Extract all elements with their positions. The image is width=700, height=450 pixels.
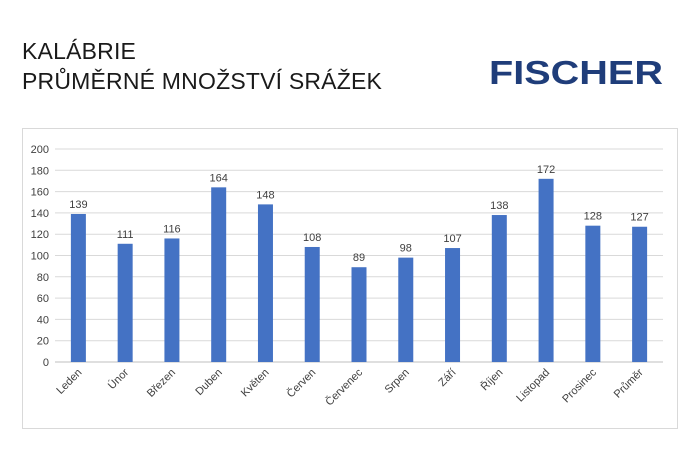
x-tick-label: Průměr — [612, 366, 646, 400]
y-tick-label: 20 — [37, 336, 49, 348]
x-axis-ticks: Leden Únor Březen Duben Květen Červen Červenec… — [54, 366, 646, 409]
x-tick-label: Červenec — [323, 366, 366, 409]
x-tick-label: Květen — [239, 367, 272, 400]
bars — [70, 178, 648, 362]
bar — [211, 187, 227, 362]
data-label: 164 — [210, 172, 228, 184]
data-label: 148 — [256, 189, 274, 201]
bar — [164, 238, 180, 362]
x-tick-label: Únor — [105, 366, 131, 392]
bar — [538, 178, 554, 362]
data-label: 107 — [443, 233, 461, 245]
data-label: 138 — [490, 200, 508, 212]
bar — [491, 215, 507, 362]
y-tick-label: 0 — [43, 357, 49, 369]
data-label: 108 — [303, 232, 321, 244]
data-label: 139 — [69, 199, 87, 211]
title-region: KALÁBRIE — [22, 38, 137, 64]
x-tick-label: Prosinec — [560, 366, 599, 405]
title-subject: PRŮMĚRNÉ MNOŽSTVÍ SRÁŽEK — [22, 68, 383, 94]
x-tick-label: Duben — [193, 367, 224, 398]
x-tick-label: Leden — [54, 367, 84, 397]
bar — [257, 204, 273, 362]
bar — [445, 248, 461, 362]
y-tick-label: 180 — [31, 165, 49, 177]
brand-wordmark: FISCHER — [489, 54, 663, 90]
y-tick-label: 160 — [31, 187, 49, 199]
y-tick-label: 40 — [37, 314, 49, 326]
y-axis-ticks: 0 20 40 60 80 100 120 140 160 180 200 — [31, 144, 49, 369]
x-tick-label: Listopad — [514, 367, 552, 405]
bar — [304, 246, 320, 362]
data-label: 116 — [163, 223, 181, 235]
y-tick-label: 100 — [31, 251, 49, 263]
x-tick-label: Říjen — [478, 366, 505, 393]
y-tick-label: 60 — [37, 293, 49, 305]
bar-chart: 0 20 40 60 80 100 120 140 160 180 200 139 111 116 164… — [31, 144, 663, 409]
chart-area: 0 20 40 60 80 100 120 140 160 180 200 139 111 116 164… — [22, 128, 678, 429]
bar — [351, 267, 367, 362]
y-tick-label: 120 — [31, 229, 49, 241]
chart-title: KALÁBRIE PRŮMĚRNÉ MNOŽSTVÍ SRÁŽEK — [22, 36, 382, 96]
y-tick-label: 200 — [31, 144, 49, 156]
data-label: 89 — [353, 252, 365, 264]
data-label: 98 — [400, 243, 412, 255]
data-label: 172 — [537, 164, 555, 176]
bar — [632, 226, 648, 362]
x-tick-label: Červen — [284, 366, 318, 400]
data-label: 111 — [117, 229, 134, 241]
bar — [117, 243, 133, 362]
y-tick-label: 140 — [31, 208, 49, 220]
x-tick-label: Září — [436, 367, 458, 389]
bar — [398, 257, 414, 362]
bar — [70, 213, 86, 362]
y-tick-label: 80 — [37, 272, 49, 284]
fischer-logo: FISCHER — [489, 54, 669, 95]
data-label: 128 — [584, 211, 602, 223]
x-tick-label: Březen — [145, 367, 178, 400]
x-tick-label: Srpen — [383, 367, 412, 396]
data-label: 127 — [630, 212, 648, 224]
data-labels: 139 111 116 164 148 108 89 98 107 138 172 128 127 — [69, 164, 649, 264]
bar — [585, 225, 601, 362]
